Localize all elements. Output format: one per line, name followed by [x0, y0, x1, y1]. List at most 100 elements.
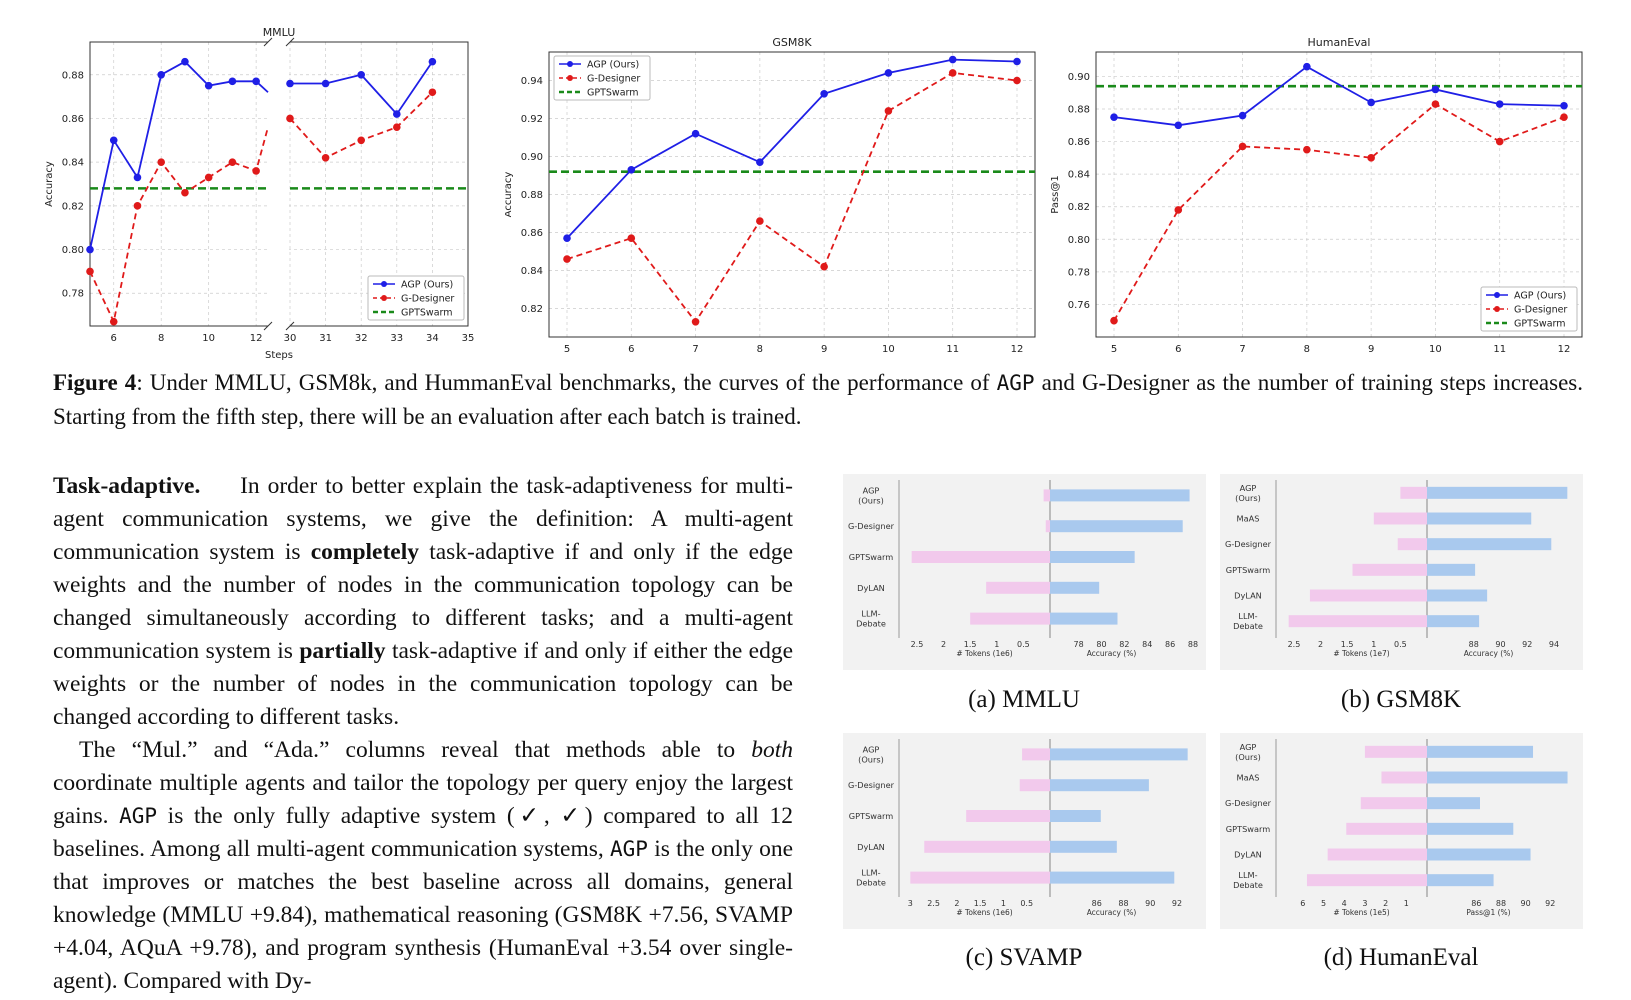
token-bar	[1327, 848, 1427, 861]
axis-break-mark	[285, 37, 295, 47]
x-tick-label: 90	[1145, 899, 1155, 908]
legend-marker	[567, 61, 573, 67]
legend-box	[367, 275, 465, 321]
data-point	[428, 57, 437, 66]
token-bar	[1373, 512, 1427, 525]
y-tick-label: 0.84	[1068, 170, 1090, 181]
chart-background	[843, 474, 1206, 670]
axis-break-gap	[269, 41, 289, 327]
right-axis-label: Pass@1 (%)	[1466, 908, 1510, 917]
chart-background	[843, 733, 1206, 929]
y-tick-label: 0.84	[62, 158, 84, 169]
x-tick-label: 11	[1493, 344, 1506, 355]
x-tick-label: 12	[1558, 344, 1571, 355]
series-line	[1113, 65, 1565, 127]
y-tick-label: 0.82	[1068, 202, 1090, 213]
category-label: AGP	[1240, 483, 1257, 493]
chart-humaneval: HumanEvalStepsPass@10.760.780.800.820.84…	[1050, 36, 1583, 355]
x-tick-label: 1.5	[1341, 640, 1354, 649]
chart-gsm8k: GSM8KStepsAccuracy0.820.840.860.880.900.…	[505, 36, 1036, 355]
y-tick-label: 0.90	[521, 152, 543, 163]
x-tick-label: 8	[757, 344, 763, 355]
paragraph-heading: Task-adaptive.	[53, 473, 201, 499]
x-tick-label: 33	[390, 333, 403, 344]
x-tick-label: 5	[1321, 899, 1326, 908]
y-tick-label: 0.80	[62, 245, 84, 256]
data-point	[393, 123, 401, 131]
chart-mmlu: MMLU Steps Accuracy 0.78 0.80 0.82 0.84 0.86 0.8…	[44, 26, 474, 360]
axis-break-mark	[263, 321, 273, 331]
x-tick-label: 88	[1118, 899, 1128, 908]
axis-break-mark	[285, 321, 295, 331]
category-label: G-Designer	[1225, 798, 1272, 808]
category-label: DyLAN	[1234, 850, 1262, 860]
data-point	[252, 167, 260, 175]
text-bold: partially	[299, 638, 386, 664]
subfigure-label-d: (d) HumanEval	[1323, 944, 1479, 971]
y-tick-label: 0.84	[521, 266, 543, 277]
category-label: (Ours)	[858, 754, 884, 764]
legend-box	[553, 55, 651, 101]
data-point	[357, 70, 366, 79]
data-point	[133, 202, 142, 210]
token-bar	[1346, 822, 1427, 835]
data-point	[109, 317, 118, 326]
data-point	[1303, 62, 1311, 71]
x-tick-label: 92	[1522, 640, 1532, 649]
bar-chart-gsm8k: AGP(Ours) MaAS G-Designer GPTSwarm DyLAN LLM-…	[1220, 474, 1583, 670]
category-label: DyLAN	[857, 842, 885, 852]
accuracy-bar	[1050, 612, 1118, 625]
category-label: G-Designer	[848, 780, 895, 790]
category-label: GPTSwarm	[849, 552, 893, 562]
y-tick-label: 0.88	[62, 70, 84, 81]
paragraph-task-adaptive: Task-adaptive. In order to better explai…	[53, 470, 793, 734]
y-tick-label: 0.80	[1068, 235, 1090, 246]
accuracy-bar	[1050, 810, 1101, 822]
data-point	[1013, 76, 1021, 85]
x-tick-label: 3	[908, 899, 913, 908]
x-tick-label: 90	[1495, 640, 1505, 649]
data-point	[228, 158, 237, 166]
x-tick-label: 11	[946, 344, 959, 355]
data-point	[563, 255, 571, 263]
token-bar	[1043, 489, 1050, 502]
x-tick-label: 5	[564, 344, 570, 355]
token-bar	[924, 840, 1050, 853]
y-axis-label: Accuracy	[505, 172, 514, 218]
accuracy-bar	[1427, 848, 1531, 861]
category-label: Debate	[1233, 621, 1263, 631]
x-tick-label: 92	[1545, 899, 1555, 908]
data-point	[252, 77, 260, 86]
subfigure-label-b: (b) GSM8K	[1340, 686, 1462, 713]
data-point	[820, 90, 828, 98]
accuracy-bar	[1427, 615, 1480, 628]
y-tick-label: 0.82	[62, 201, 84, 212]
text-run: The “Mul.” and “Ada.” columns reveal tha…	[79, 737, 736, 763]
y-tick-label: 0.76	[1068, 300, 1090, 311]
category-label: DyLAN	[857, 583, 885, 593]
accuracy-bar	[1050, 551, 1135, 563]
data-point	[1431, 85, 1440, 94]
x-tick-label: 88	[1469, 640, 1479, 649]
data-point	[1367, 98, 1375, 107]
category-label: MaAS	[1237, 514, 1260, 524]
data-point	[1367, 154, 1375, 162]
category-label: LLM-	[1238, 870, 1257, 880]
x-tick-label: 1	[1404, 899, 1409, 908]
x-tick-label: 2.5	[927, 899, 940, 908]
data-point	[286, 114, 294, 123]
legend-label: G-Designer	[401, 294, 454, 305]
accuracy-bar	[1427, 486, 1568, 499]
text-run: is the only one that improves or matches…	[53, 836, 794, 994]
x-tick-label: 2.5	[911, 640, 924, 649]
text-run: task-adaptive if and only if either the …	[53, 638, 794, 730]
right-axis-label: Accuracy (%)	[1087, 908, 1137, 917]
data-point	[157, 70, 165, 79]
data-point	[86, 245, 94, 254]
category-label: (Ours)	[1235, 752, 1261, 762]
x-tick-label: 5	[1111, 344, 1117, 355]
y-tick-label: 0.78	[1068, 267, 1090, 278]
x-tick-label: 1	[1001, 899, 1006, 908]
category-label: GPTSwarm	[849, 811, 893, 821]
category-label: LLM-	[861, 868, 880, 878]
